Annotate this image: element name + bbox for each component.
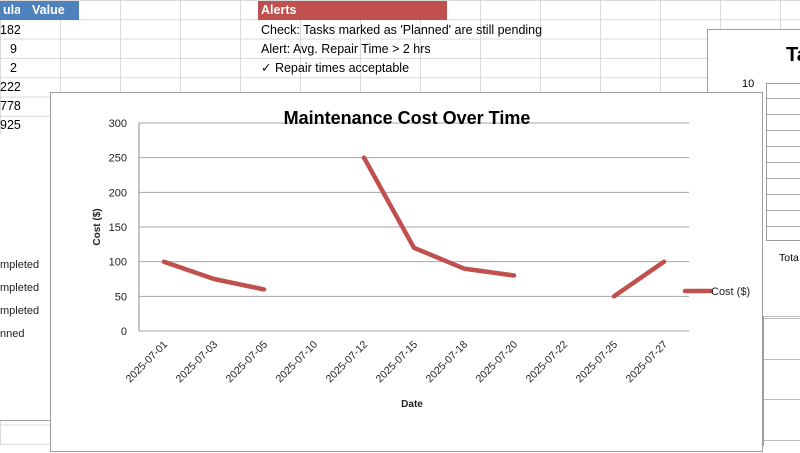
y-axis-label: Cost ($) [92, 208, 103, 245]
status-text: mpleted [0, 282, 40, 294]
chart-title: Maintenance Cost Over Time [284, 108, 531, 128]
y-tick-label: 200 [109, 187, 127, 199]
formula-cell[interactable]: 778 [0, 99, 21, 113]
task-chart-plot-area [766, 83, 800, 241]
alert-item[interactable]: ✓ Repair times acceptable [261, 61, 410, 75]
y-tick-label: 250 [109, 153, 127, 165]
task-chart-total-label: Tota [779, 252, 799, 264]
status-text: nned [0, 328, 25, 340]
x-tick-label: 2025-07-20 [474, 339, 521, 386]
x-tick-label: 2025-07-25 [574, 339, 621, 386]
x-tick-label: 2025-07-05 [224, 339, 271, 386]
x-axis-label: Date [401, 399, 423, 410]
formula-cell[interactable]: 925 [0, 118, 21, 132]
task-chart-title: Ta [786, 44, 800, 66]
task-chart-ytick: 10 [742, 78, 755, 90]
formula-cell[interactable]: 9 [10, 42, 17, 56]
series-line[interactable] [361, 155, 517, 278]
y-tick-label: 50 [115, 291, 127, 303]
y-tick-label: 300 [109, 118, 127, 130]
y-tick-label: 100 [109, 257, 127, 269]
maintenance-cost-chart[interactable]: 0 50 100 150 200 250 300 Maintenance Cost Over … [50, 92, 763, 452]
formula-column-header[interactable]: ula [0, 1, 21, 20]
formula-cell[interactable]: 222 [0, 80, 21, 94]
line-chart: 0 50 100 150 200 250 300 Maintenance Cost Over … [92, 108, 750, 410]
alerts-header[interactable]: Alerts [258, 1, 447, 20]
status-panel: mpleted mpleted mpleted nned [0, 135, 51, 421]
y-tick-label: 150 [109, 222, 127, 234]
alert-item[interactable]: Check: Tasks marked as 'Planned' are sti… [261, 23, 543, 37]
x-tick-label: 2025-07-10 [274, 339, 321, 386]
lower-right-panel [763, 316, 800, 446]
series-line[interactable] [611, 259, 667, 299]
x-tick-label: 2025-07-15 [374, 339, 421, 386]
x-tick-label: 2025-07-12 [324, 339, 371, 386]
series-line[interactable] [161, 259, 267, 292]
x-tick-label: 2025-07-03 [174, 339, 221, 386]
formula-cell[interactable]: 182 [0, 23, 21, 37]
x-tick-label: 2025-07-27 [624, 339, 671, 386]
x-tick-label: 2025-07-01 [124, 339, 171, 386]
y-tick-label: 0 [121, 326, 127, 338]
legend-label: Cost ($) [711, 286, 750, 298]
x-tick-label: 2025-07-18 [424, 339, 471, 386]
alert-item[interactable]: Alert: Avg. Repair Time > 2 hrs [261, 42, 431, 56]
value-column-header[interactable]: Value [20, 1, 79, 20]
status-text: mpleted [0, 305, 40, 317]
formula-cell[interactable]: 2 [10, 61, 17, 75]
x-tick-label: 2025-07-22 [524, 339, 571, 386]
status-text: mpleted [0, 259, 40, 271]
